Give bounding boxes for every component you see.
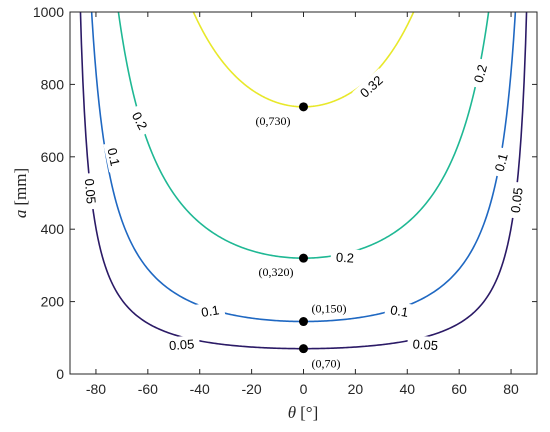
contour-label: 0.1 [194, 300, 226, 321]
contour-label: 0.05 [81, 172, 101, 210]
contour-line-0.05 [79, 12, 528, 350]
contour-label-background [163, 335, 201, 354]
contour-lines [79, 12, 528, 350]
vertex-point-label: (0,70) [312, 357, 341, 371]
contour-label-text: 0.1 [104, 147, 122, 168]
y-tick-label: 1000 [33, 4, 64, 20]
contour-label-text: 0.1 [200, 302, 220, 320]
contour-label-background [81, 172, 101, 210]
x-axis-label: θ [°] [288, 403, 318, 422]
contour-label-text: 0.05 [168, 336, 194, 353]
contour-label-background [506, 181, 527, 220]
contour-label-background [330, 248, 360, 266]
contour-label: 0.05 [506, 181, 527, 220]
vertex-point-label: (0,150) [312, 302, 347, 316]
contour-label-background [352, 68, 390, 105]
contour-line-0.2 [117, 12, 490, 259]
vertex-points: (0,730) (0,320) (0,150) (0,70) [256, 102, 347, 371]
contour-label: 0.2 [330, 248, 360, 266]
contour-label-text: 0.2 [129, 109, 151, 132]
x-axis-unit: [°] [300, 403, 318, 422]
x-axis-symbol: θ [288, 403, 296, 422]
contour-label: 0.1 [103, 141, 125, 173]
contour-label: 0.2 [468, 57, 492, 90]
x-tick-label: -20 [241, 381, 261, 397]
vertex-point-label: (0,730) [256, 114, 291, 128]
vertex-point [299, 102, 308, 112]
x-tick-label: 20 [348, 381, 364, 397]
contour-label: 0.2 [126, 104, 154, 137]
x-tick-label: -40 [190, 381, 210, 397]
y-axis-unit: [mm] [11, 168, 30, 206]
x-tick-label: 0 [300, 381, 308, 397]
contour-label-background [103, 141, 125, 173]
contour-label: 0.05 [163, 335, 201, 354]
contour-label: 0.1 [489, 146, 513, 179]
x-tick-label: 40 [399, 381, 415, 397]
y-tick-label: 600 [41, 149, 65, 165]
contour-label-text: 0.1 [389, 302, 409, 320]
contour-label-text: 0.05 [508, 187, 526, 214]
y-axis-symbol: a [11, 210, 30, 219]
x-tick-label: 60 [451, 381, 467, 397]
vertex-point-label: (0,320) [259, 265, 294, 279]
contour-label: 0.32 [352, 68, 390, 105]
contour-label-background [468, 57, 492, 90]
contour-label: 0.05 [406, 335, 444, 354]
y-axis-label: a [mm] [11, 168, 30, 218]
contour-line-0.1 [90, 12, 517, 323]
contour-label-background [489, 146, 513, 179]
x-axis-ticks: -80 -60 -40 -20 0 20 40 60 80 [86, 12, 519, 397]
vertex-point [299, 253, 308, 263]
contour-label-background [406, 335, 444, 354]
contour-label-text: 0.2 [336, 250, 355, 266]
x-tick-label: 80 [503, 381, 519, 397]
contour-label-text: 0.2 [471, 63, 490, 84]
y-tick-label: 0 [56, 366, 64, 382]
vertex-point [299, 317, 308, 327]
contour-labels: 0.050.05 0.050.050.10.1 0.10.10.20.20.20.3… [81, 57, 527, 354]
contour-label-text: 0.05 [412, 336, 438, 353]
y-tick-label: 400 [41, 221, 65, 237]
contour-label-background [126, 104, 154, 137]
y-tick-label: 200 [41, 294, 65, 310]
contour-label-text: 0.1 [492, 152, 511, 173]
x-tick-label: -60 [138, 381, 158, 397]
x-tick-label: -80 [86, 381, 106, 397]
contour-label: 0.1 [384, 300, 415, 321]
y-axis-ticks: 0 200 400 600 800 1000 [33, 4, 537, 382]
contour-label-background [384, 300, 415, 321]
y-tick-label: 800 [41, 76, 65, 92]
contour-label-text: 0.05 [82, 178, 99, 205]
contour-label-background [194, 300, 226, 321]
vertex-point [299, 344, 308, 354]
